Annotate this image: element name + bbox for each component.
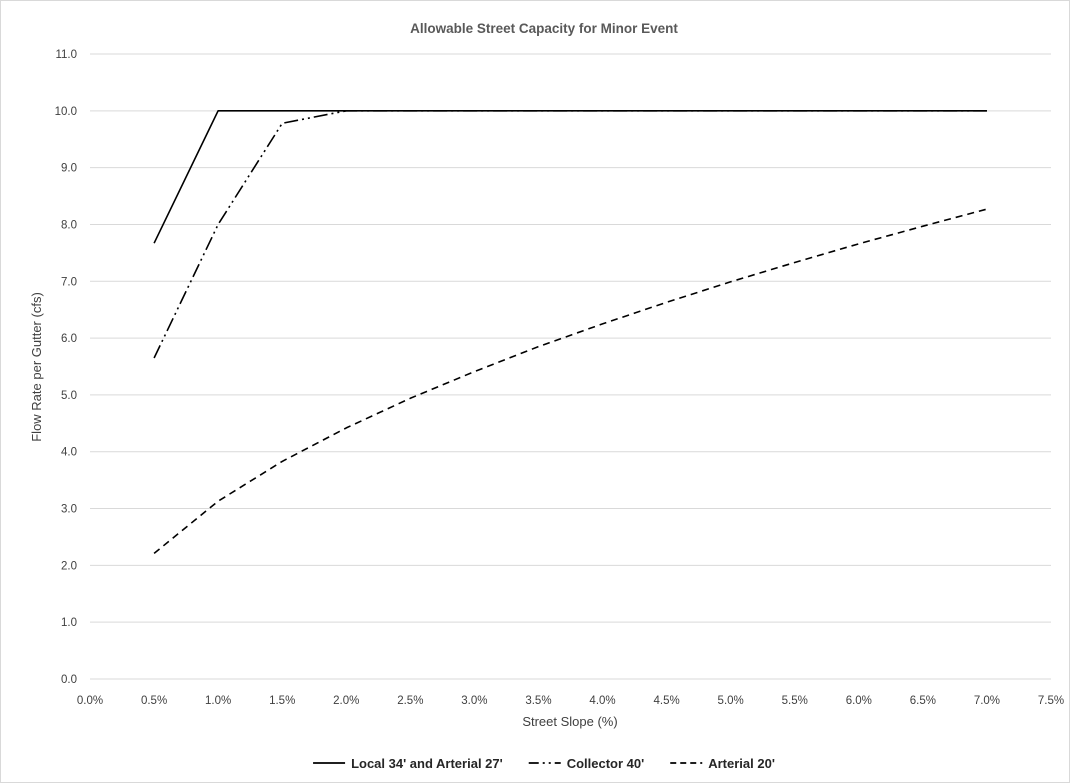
y-tick-label: 3.0: [61, 504, 77, 516]
y-tick-label: 7.0: [61, 276, 77, 288]
legend: Local 34' and Arterial 27' Collector 40' A…: [313, 756, 775, 771]
chart-title: Allowable Street Capacity for Minor Even…: [410, 21, 678, 36]
y-axis-title: Flow Rate per Gutter (cfs): [29, 292, 44, 442]
x-tick-label: 7.5%: [1038, 695, 1064, 707]
y-tick-label: 10.0: [55, 106, 77, 118]
series-line-2: [153, 110, 987, 359]
legend-label-1: Local 34' and Arterial 27': [351, 756, 503, 771]
gridlines: [90, 53, 1051, 623]
series-line-1: [153, 110, 987, 244]
y-tick-label: 8.0: [61, 219, 77, 231]
x-tick-label: 0.0%: [77, 695, 103, 707]
x-tick-label: 7.0%: [974, 695, 1000, 707]
y-axis-ticks: 0.0 1.0 2.0 3.0 4.0 5.0 6.0 7.0 8.0 9.0 10.0 11.0: [55, 49, 77, 686]
x-tick-label: 2.5%: [397, 695, 423, 707]
y-tick-label: 6.0: [61, 333, 77, 345]
y-tick-label: 9.0: [61, 163, 77, 175]
x-axis-title: Street Slope (%): [522, 714, 617, 729]
y-tick-label: 5.0: [61, 390, 77, 402]
y-tick-label: 2.0: [61, 560, 77, 572]
x-tick-label: 4.5%: [653, 695, 679, 707]
y-tick-label: 1.0: [61, 617, 77, 629]
y-tick-label: 11.0: [55, 49, 77, 61]
legend-label-2: Collector 40': [567, 756, 645, 771]
x-tick-label: 1.5%: [269, 695, 295, 707]
series-lines: [153, 110, 988, 555]
y-tick-label: 0.0: [61, 674, 77, 686]
legend-label-3: Arterial 20': [708, 756, 775, 771]
y-tick-label: 4.0: [61, 447, 77, 459]
x-tick-label: 4.0%: [589, 695, 615, 707]
x-tick-label: 1.0%: [205, 695, 231, 707]
x-axis-ticks: 0.0% 0.5% 1.0% 1.5% 2.0% 2.5% 3.0% 3.5% 4.0% 4.5%…: [77, 695, 1064, 707]
x-tick-label: 3.5%: [525, 695, 551, 707]
x-tick-label: 3.0%: [461, 695, 487, 707]
x-tick-label: 6.0%: [846, 695, 872, 707]
x-tick-label: 6.5%: [910, 695, 936, 707]
x-tick-label: 0.5%: [141, 695, 167, 707]
series-line-3: [153, 208, 988, 555]
x-tick-label: 5.0%: [718, 695, 744, 707]
x-tick-label: 5.5%: [782, 695, 808, 707]
x-tick-label: 2.0%: [333, 695, 359, 707]
